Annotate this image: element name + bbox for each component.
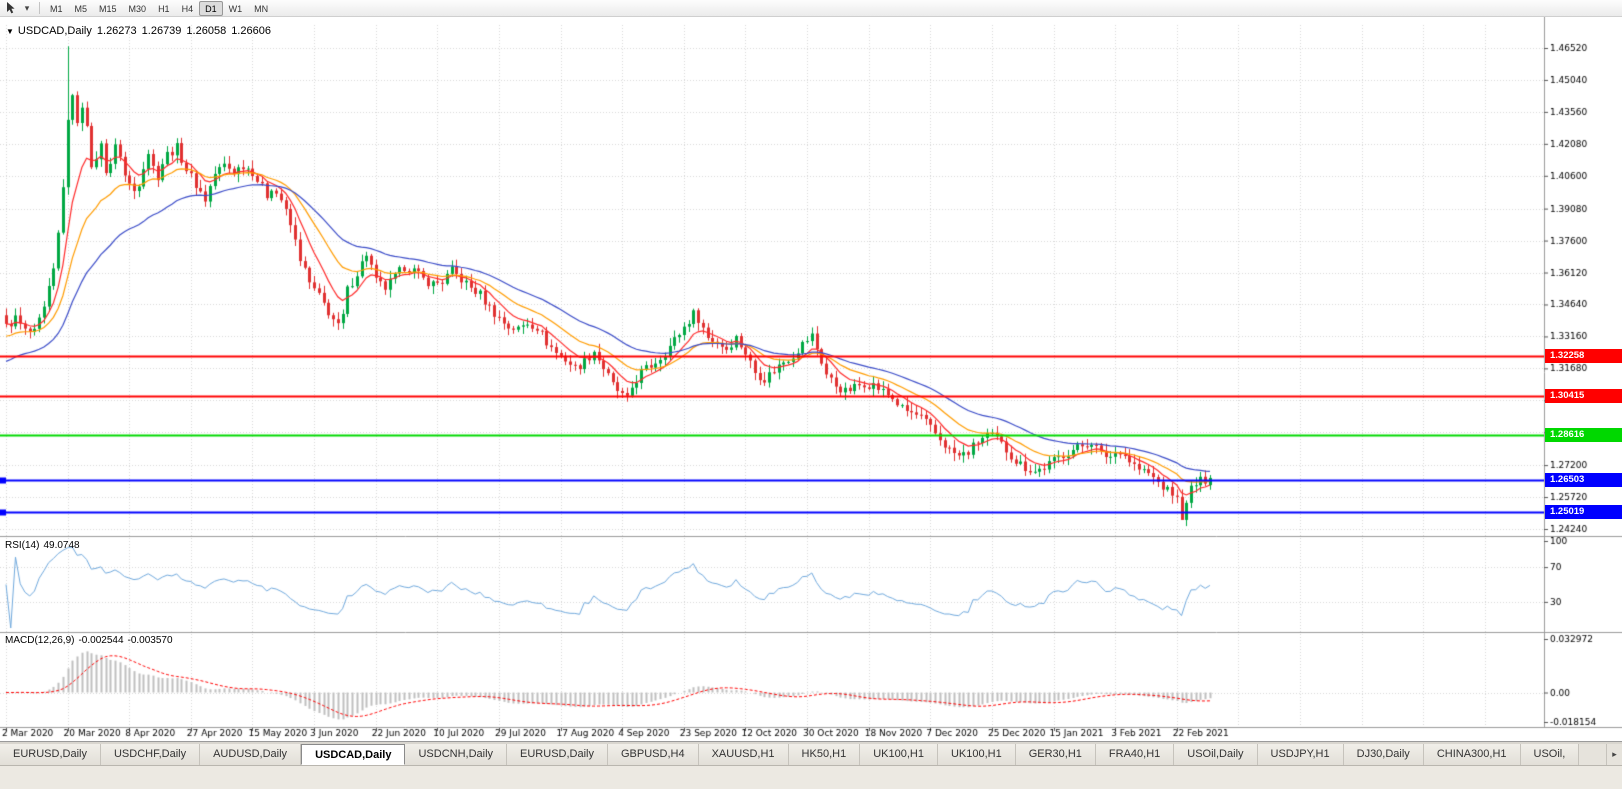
price-line-badge: 1.30415 bbox=[1545, 389, 1622, 403]
chart-tab[interactable]: EURUSD,Daily bbox=[0, 744, 101, 765]
chart-tab[interactable]: DJ30,Daily bbox=[1343, 744, 1424, 765]
chart-tab[interactable]: CHINA300,H1 bbox=[1423, 744, 1521, 765]
price-line-badge: 1.26503 bbox=[1545, 473, 1622, 487]
chart-tab[interactable]: USDCAD,Daily bbox=[301, 744, 406, 765]
timeframe-button-w1[interactable]: W1 bbox=[228, 3, 243, 14]
cursor-arrow-icon bbox=[7, 2, 15, 14]
macd-indicator-label: MACD(12,26,9) -0.002544 -0.003570 bbox=[5, 635, 177, 646]
rsi-indicator-label: RSI(14) 49.0748 bbox=[5, 540, 84, 551]
chart-dropdown-button[interactable]: ▾ bbox=[24, 2, 30, 13]
chart-tab[interactable]: USDJPY,H1 bbox=[1257, 744, 1344, 765]
chart-tab[interactable]: USOil, bbox=[1520, 744, 1580, 765]
price-line-badge: 1.25019 bbox=[1545, 505, 1622, 519]
chart-tab[interactable]: HK50,H1 bbox=[788, 744, 861, 765]
price-line-badge: 1.32258 bbox=[1545, 349, 1622, 363]
status-strip bbox=[0, 766, 1622, 789]
chart-tab[interactable]: GBPUSD,H4 bbox=[608, 744, 699, 765]
price-line-badge: 1.28616 bbox=[1545, 428, 1622, 442]
cursor-tool-button[interactable] bbox=[3, 1, 19, 16]
top-toolbar: ▾ M1 M5 M15 M30 H1 H4 D1 W1 MN bbox=[0, 0, 1622, 17]
timeframe-button-m5[interactable]: M5 bbox=[74, 3, 88, 14]
macd-main-value: -0.002544 bbox=[78, 635, 124, 646]
chart-tab[interactable]: AUDUSD,Daily bbox=[200, 744, 302, 765]
toolbar-separator bbox=[39, 2, 40, 14]
chart-tab[interactable]: XAUUSD,H1 bbox=[698, 744, 789, 765]
timeframe-button-mn[interactable]: MN bbox=[254, 3, 269, 14]
rsi-name: RSI(14) bbox=[5, 540, 40, 551]
timeframe-button-m1[interactable]: M1 bbox=[50, 3, 63, 14]
chart-tab[interactable]: EURUSD,Daily bbox=[507, 744, 608, 765]
timeframe-button-m30[interactable]: M30 bbox=[128, 3, 147, 14]
chart-title: ▼ USDCAD,Daily 1.26273 1.26739 1.26058 1.2660… bbox=[6, 25, 271, 37]
ohlc-open: 1.26273 bbox=[96, 25, 137, 37]
tabbar-border bbox=[0, 741, 1622, 744]
one-click-trading-toggle-icon[interactable]: ▼ bbox=[6, 27, 14, 36]
chart-tabs: EURUSD,Daily USDCHF,Daily AUDUSD,Daily USDC… bbox=[0, 744, 1606, 765]
chart-tab[interactable]: USDCNH,Daily bbox=[405, 744, 508, 765]
timeframe-button-m15[interactable]: M15 bbox=[99, 3, 117, 14]
macd-name: MACD(12,26,9) bbox=[5, 635, 75, 646]
timeframe-buttons: M1 M5 M15 M30 H1 H4 D1 W1 MN bbox=[44, 0, 274, 16]
timeframe-button-d1[interactable]: D1 bbox=[199, 0, 223, 16]
ohlc-low: 1.26058 bbox=[186, 25, 227, 37]
chart-tab[interactable]: FRA40,H1 bbox=[1095, 744, 1175, 765]
chart-canvas[interactable] bbox=[0, 17, 1622, 741]
chart-tab[interactable]: UK100,H1 bbox=[937, 744, 1016, 765]
chart-tab[interactable]: USOil,Daily bbox=[1174, 744, 1258, 765]
chart-tab[interactable]: GER30,H1 bbox=[1015, 744, 1096, 765]
macd-signal-value: -0.003570 bbox=[127, 635, 173, 646]
ohlc-high: 1.26739 bbox=[141, 25, 182, 37]
tab-scroll-right-button[interactable]: ▸ bbox=[1606, 744, 1622, 765]
rsi-value: 49.0748 bbox=[43, 540, 80, 551]
chart-window: ▼ USDCAD,Daily 1.26273 1.26739 1.26058 1.2660… bbox=[0, 17, 1622, 741]
timeframe-button-h4[interactable]: H4 bbox=[181, 3, 194, 14]
chart-tab[interactable]: USDCHF,Daily bbox=[100, 744, 201, 765]
ohlc-close: 1.26606 bbox=[231, 25, 271, 37]
chart-tab-bar: EURUSD,Daily USDCHF,Daily AUDUSD,Daily USDC… bbox=[0, 744, 1622, 766]
timeframe-button-h1[interactable]: H1 bbox=[158, 3, 170, 14]
chart-tab[interactable]: UK100,H1 bbox=[860, 744, 938, 765]
symbol-timeframe-label: USDCAD,Daily bbox=[17, 25, 92, 37]
